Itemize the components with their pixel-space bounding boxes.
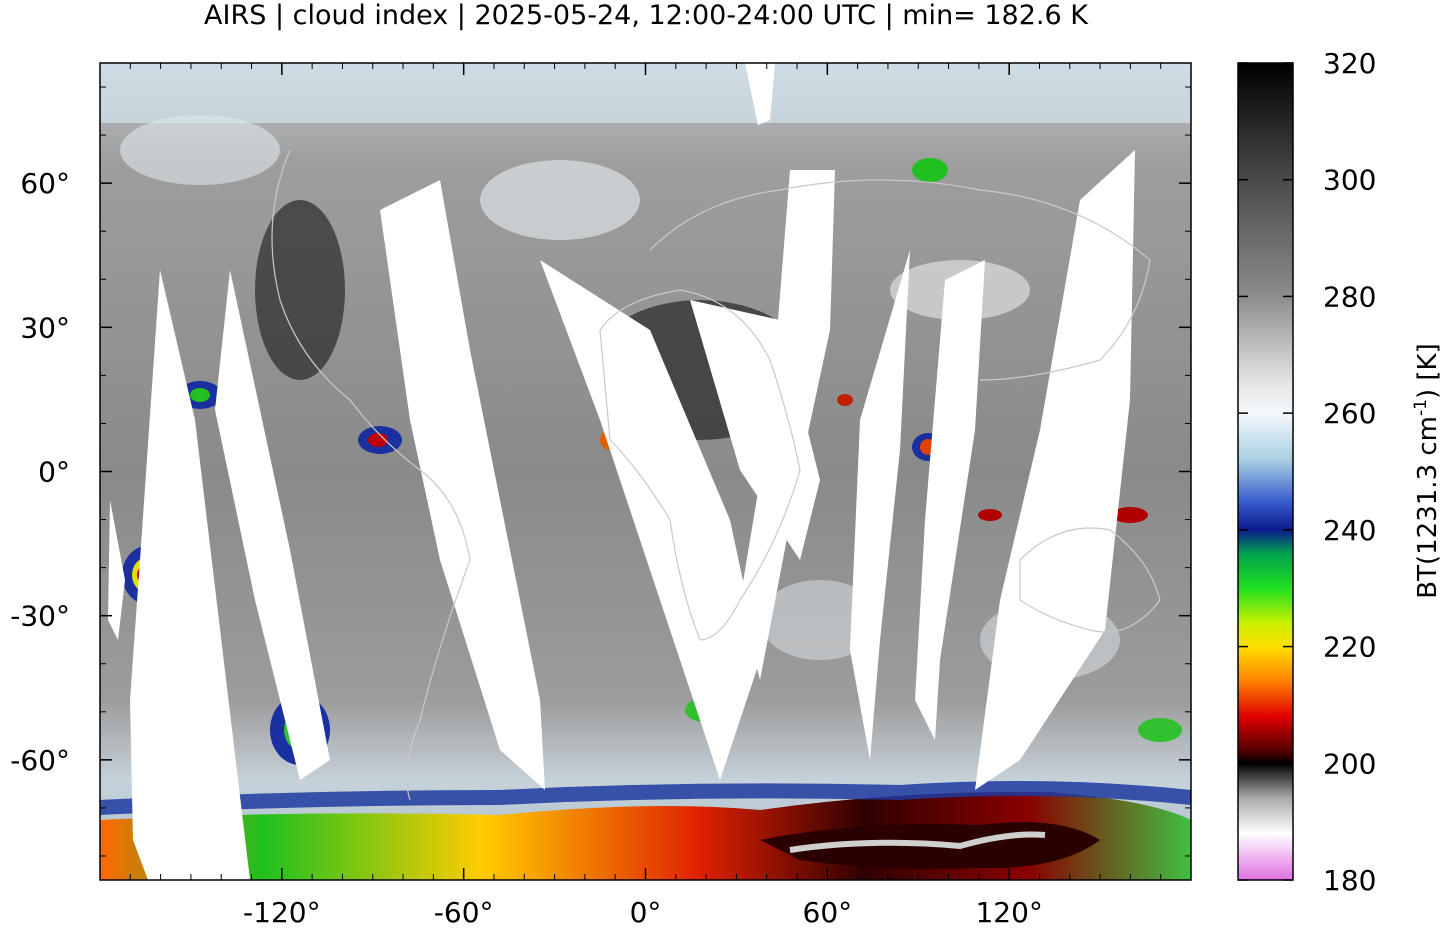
colorbar-ticks: 320 300 280 260 240 220 200 180 bbox=[1238, 47, 1376, 897]
cloud-patch bbox=[760, 580, 880, 660]
convective-cell bbox=[978, 509, 1002, 521]
y-tick-label: -60° bbox=[10, 744, 70, 777]
x-tick-label: -60° bbox=[434, 896, 494, 929]
colorbar-tick-label: 240 bbox=[1323, 514, 1376, 547]
orbit-gap bbox=[850, 250, 910, 760]
colorbar-body bbox=[1238, 63, 1293, 880]
coastline-americas bbox=[271, 149, 471, 801]
cloud-patch bbox=[480, 160, 640, 240]
colorbar-label-end: ) [K] bbox=[1413, 343, 1442, 399]
y-tick-label: 0° bbox=[38, 456, 70, 489]
coastline-africa bbox=[599, 289, 801, 641]
orbit-gap bbox=[740, 170, 835, 680]
colorbar-tick-label: 320 bbox=[1323, 47, 1376, 80]
coastlines bbox=[271, 149, 1161, 801]
x-tick-label: 120° bbox=[975, 896, 1042, 929]
orbit-gap bbox=[975, 150, 1135, 790]
orbit-gaps bbox=[108, 63, 1135, 880]
y-axis: 60° 30° 0° -30° -60° bbox=[10, 167, 1191, 777]
colorbar-tick-label: 260 bbox=[1323, 397, 1376, 430]
y-tick-label: -30° bbox=[10, 600, 70, 633]
orbit-gap bbox=[130, 270, 250, 880]
x-tick-label: 60° bbox=[803, 896, 853, 929]
convective-cell bbox=[368, 433, 388, 447]
colorbar-label-superscript: -1 bbox=[1411, 399, 1431, 416]
chart-title: AIRS | cloud index | 2025-05-24, 12:00-2… bbox=[204, 0, 1089, 31]
north-america-warm-region bbox=[255, 200, 345, 380]
colorbar-frame bbox=[1237, 62, 1294, 881]
colorbar-tick-label: 280 bbox=[1323, 280, 1376, 313]
orbit-gap bbox=[215, 270, 330, 780]
convective-cell bbox=[837, 394, 853, 406]
cloud-patch bbox=[120, 115, 280, 185]
convective-cell bbox=[912, 158, 948, 182]
colorbar-tick-label: 300 bbox=[1323, 164, 1376, 197]
orbit-gap bbox=[915, 260, 985, 740]
orbit-gap bbox=[108, 500, 125, 640]
coastline-eurasia bbox=[649, 179, 1151, 381]
colorbar-gradient bbox=[1238, 63, 1293, 880]
colorbar-tick-label: 180 bbox=[1323, 864, 1376, 897]
orbit-gap bbox=[380, 180, 545, 790]
antarctic-gray-streak bbox=[789, 831, 1046, 853]
x-tick-label: 0° bbox=[630, 896, 662, 929]
orbit-gap bbox=[540, 260, 760, 780]
y-tick-label: 60° bbox=[20, 167, 70, 200]
x-tick-label: -120° bbox=[243, 896, 321, 929]
x-axis: -120° -60° 0° 60° 120° bbox=[243, 63, 1043, 929]
convective-cell bbox=[1138, 718, 1182, 742]
colorbar: 320 300 280 260 240 220 200 180 BT(1231.3 cm-1)… bbox=[1237, 47, 1442, 897]
y-tick-label: 30° bbox=[20, 311, 70, 344]
colorbar-label: BT(1231.3 cm-1) [K] bbox=[1411, 343, 1442, 598]
map-field bbox=[100, 63, 1191, 880]
southern-ocean-blue bbox=[100, 781, 1191, 815]
convective-cell bbox=[190, 388, 210, 402]
colorbar-tick-label: 220 bbox=[1323, 631, 1376, 664]
coastline-australia bbox=[1019, 527, 1161, 633]
orbit-gap bbox=[745, 63, 775, 125]
colorbar-tick-label: 200 bbox=[1323, 747, 1376, 780]
convective-cell bbox=[1112, 507, 1148, 523]
